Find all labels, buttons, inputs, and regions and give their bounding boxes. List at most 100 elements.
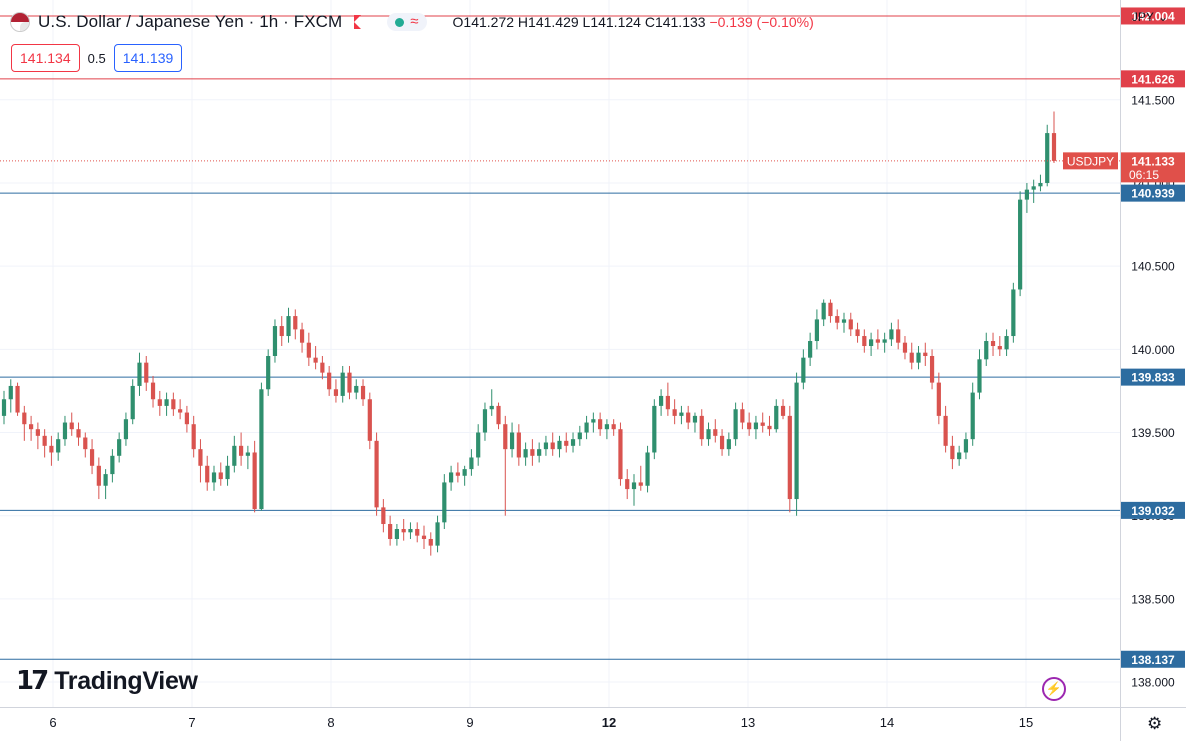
candle-body xyxy=(699,415,704,440)
candle-body xyxy=(137,362,142,386)
level-label-bg xyxy=(1121,184,1185,202)
candle-body xyxy=(645,452,650,486)
candle-body xyxy=(103,474,108,486)
candle-body xyxy=(157,399,162,406)
symbol-title[interactable]: U.S. Dollar / Japanese Yen · 1h · FXCM xyxy=(38,12,343,31)
candle-body xyxy=(89,449,95,466)
candle-body xyxy=(286,316,291,337)
x-tick-label: 6 xyxy=(49,715,56,730)
candle-body xyxy=(178,409,183,413)
currency-selector[interactable]: JPY ⌄ xyxy=(1132,10,1168,24)
candle-body xyxy=(896,329,901,343)
candle-body xyxy=(530,449,535,456)
level-labels: 142.004 141.626 140.939 139.833 139.032 138.1… xyxy=(1121,7,1185,668)
y-tick-label: 138.000 xyxy=(1131,676,1175,690)
x-tick-label: 8 xyxy=(327,715,334,730)
candle-body xyxy=(564,440,569,446)
candle-body xyxy=(740,409,745,423)
candle-body xyxy=(96,465,101,486)
bolt-icon[interactable]: ⚡ xyxy=(1042,677,1066,701)
level-label-bg xyxy=(1121,501,1185,519)
currency-label: JPY xyxy=(1131,10,1154,24)
candle-body xyxy=(56,439,61,453)
candle-body xyxy=(110,455,115,475)
candle-body xyxy=(997,346,1002,350)
y-tick-label: 138.500 xyxy=(1131,592,1175,606)
candle-body xyxy=(35,429,40,436)
candle-body xyxy=(848,319,853,330)
high-value: 141.429 xyxy=(528,14,579,30)
candle-body xyxy=(367,399,372,441)
candle-body xyxy=(774,405,779,430)
level-label: 139.833 xyxy=(1131,371,1175,385)
level-label-bg xyxy=(1121,368,1185,386)
candle-body xyxy=(665,395,670,410)
candle-body xyxy=(591,419,596,423)
chart-header: U.S. Dollar / Japanese Yen · 1h · FXCM ≈… xyxy=(10,12,814,32)
candle-body xyxy=(225,465,230,480)
x-tick-label: 15 xyxy=(1019,715,1033,730)
candle-body xyxy=(1,399,7,416)
candle-body xyxy=(144,362,149,383)
candle-body xyxy=(598,419,603,430)
candle-body xyxy=(320,362,325,373)
open-value: 141.272 xyxy=(463,14,515,30)
tradingview-logo: 17 TradingView xyxy=(16,666,198,696)
candle-body xyxy=(252,452,257,510)
candle-body xyxy=(327,372,332,390)
candle-body xyxy=(977,359,982,393)
buy-button[interactable]: 141.139 xyxy=(113,44,183,72)
candle-body xyxy=(686,412,691,423)
candle-body xyxy=(814,319,820,342)
candle-body xyxy=(733,409,738,440)
candle-body xyxy=(8,385,13,400)
candle-body xyxy=(550,442,555,450)
candle-body xyxy=(496,405,501,425)
candle-body xyxy=(828,302,833,317)
candle-body xyxy=(523,449,528,458)
candle-body xyxy=(679,412,684,416)
candle-body xyxy=(584,422,589,433)
us-flag-icon xyxy=(10,12,30,32)
spread-value: 0.5 xyxy=(87,50,106,66)
candle-body xyxy=(875,339,880,343)
candle-body xyxy=(943,415,948,446)
candle-body xyxy=(232,445,237,466)
countdown-label: 06:15 xyxy=(1129,168,1159,182)
candle-body xyxy=(1004,336,1009,350)
candle-body xyxy=(706,429,711,440)
candle-body xyxy=(516,432,521,458)
candle-body xyxy=(916,352,921,363)
candle-body xyxy=(22,412,27,425)
vertical-gridlines xyxy=(52,0,1027,707)
candle-body xyxy=(570,439,576,446)
level-label: 142.004 xyxy=(1131,9,1175,23)
candle-body xyxy=(882,339,887,343)
wave-icon: ≈ xyxy=(410,13,419,30)
candle-body xyxy=(462,469,467,476)
market-status-pill[interactable]: ≈ xyxy=(387,13,427,31)
open-label: O xyxy=(452,14,464,30)
candle-body xyxy=(963,439,969,453)
gear-icon[interactable]: ⚙ xyxy=(1147,714,1163,733)
candle-body xyxy=(238,445,244,456)
candle-body xyxy=(990,341,996,347)
candle-body xyxy=(794,382,799,500)
candle-body xyxy=(205,465,210,483)
chevron-down-icon: ⌄ xyxy=(1157,10,1168,24)
candle-body xyxy=(625,479,630,490)
candle-body xyxy=(672,409,677,416)
candle-body xyxy=(428,538,433,546)
candle-body xyxy=(482,409,488,433)
level-label: 138.137 xyxy=(1131,653,1175,667)
flag-marker-icon[interactable] xyxy=(354,15,362,29)
candle-body xyxy=(1011,289,1016,337)
candle-body xyxy=(62,422,68,440)
candle-body xyxy=(191,424,196,450)
candle-body xyxy=(266,355,271,390)
x-tick-label: 14 xyxy=(880,715,894,730)
candle-body xyxy=(719,435,725,450)
candle-body xyxy=(408,529,413,533)
sell-button[interactable]: 141.134 xyxy=(11,44,80,72)
